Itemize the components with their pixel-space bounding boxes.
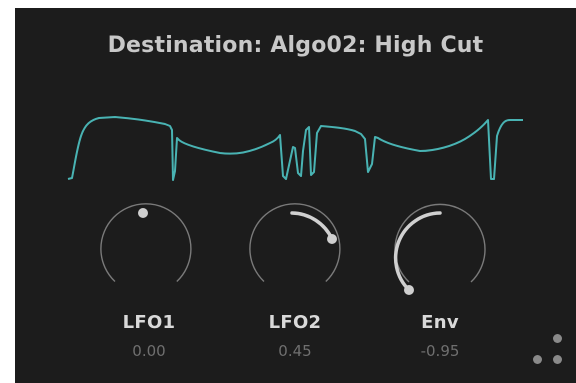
modulation-panel: Destination: Algo02: High Cut LFO1 0.00 … [15,8,576,383]
grip-dot [533,355,542,364]
knob-env[interactable] [393,203,486,295]
knob-env-label: Env [421,312,459,333]
knob-lfo1-track [100,203,192,283]
knob-lfo2-value: 0.45 [278,342,312,360]
knob-env-handle[interactable] [404,285,414,295]
waveform-display [67,116,523,295]
knob-env-value: -0.95 [420,342,460,360]
resize-grip-icon[interactable] [528,331,562,369]
knob-lfo2-label: LFO2 [268,312,322,333]
knob-lfo1-value: 0.00 [132,342,166,360]
knob-lfo2-track [249,203,341,283]
knob-env-value-arc [393,211,442,292]
knob-lfo2-handle[interactable] [327,234,337,244]
waveform-line [67,116,523,181]
knob-lfo1-label: LFO1 [122,312,176,333]
destination-title: Destination: Algo02: High Cut [107,33,484,58]
knob-lfo1[interactable] [100,203,192,283]
knob-lfo2[interactable] [249,203,341,283]
knob-env-track [394,203,486,283]
knob-lfo1-handle[interactable] [138,208,148,218]
grip-dot [553,334,562,343]
grip-dot [553,355,562,364]
